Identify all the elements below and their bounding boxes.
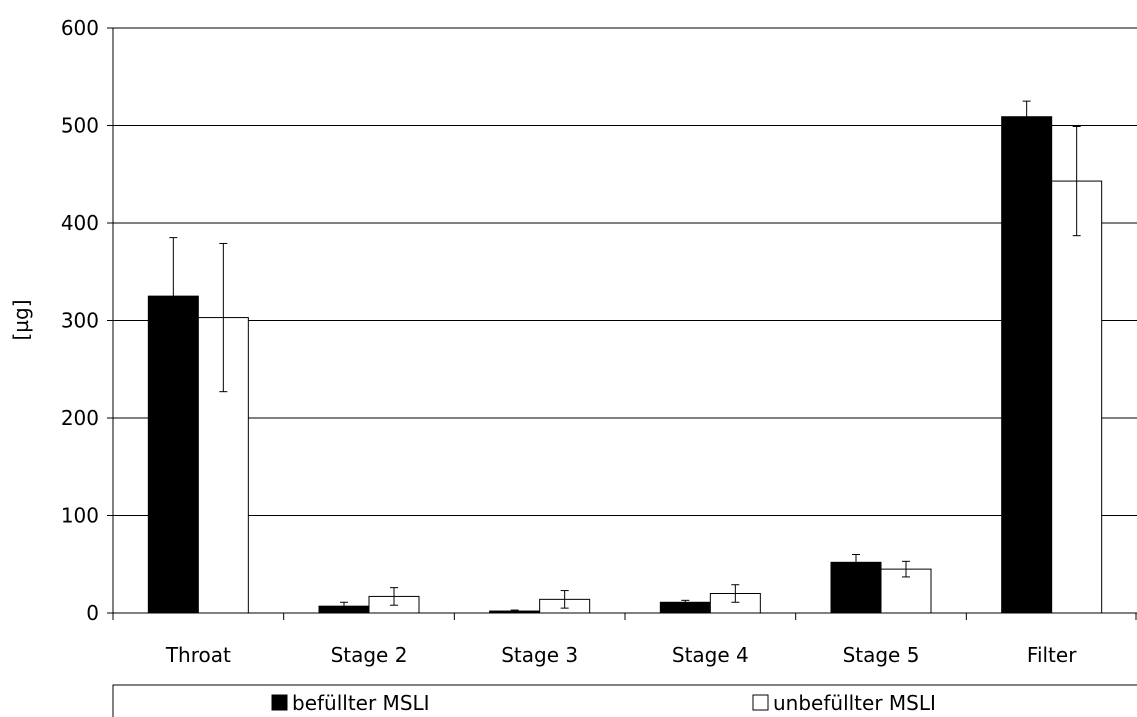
legend-swatch	[752, 694, 769, 711]
x-tick-label: Stage 5	[843, 643, 920, 667]
y-tick-label: 200	[61, 406, 99, 430]
bar-unbefuellt	[880, 568, 932, 614]
x-tick-label: Stage 3	[501, 643, 578, 667]
x-tick-label: Throat	[165, 643, 231, 667]
bar-unbefuellt	[1051, 180, 1103, 614]
legend-label: befüllter MSLI	[292, 691, 430, 715]
bar-befuellt	[1001, 116, 1053, 614]
bar-befuellt	[830, 561, 882, 614]
y-tick-label: 400	[61, 211, 99, 235]
x-tick-label: Stage 2	[331, 643, 408, 667]
error-bars	[169, 100, 1081, 613]
axes	[107, 27, 1137, 620]
legend: befüllter MSLI unbefüllter MSLI	[112, 684, 1137, 717]
y-axis-title: [µg]	[9, 299, 33, 340]
y-tick-label: 100	[61, 504, 99, 528]
y-tick-labels: 0 100 200 300 400 500 600	[61, 16, 99, 625]
x-tick-label: Filter	[1027, 643, 1077, 667]
bars	[147, 116, 1103, 614]
y-tick-label: 600	[61, 16, 99, 40]
gridlines	[113, 27, 1137, 516]
x-tick-labels: Throat Stage 2 Stage 3 Stage 4 Stage 5 Filter	[165, 643, 1077, 667]
legend-frame	[112, 684, 1137, 717]
y-tick-label: 300	[61, 309, 99, 333]
legend-label: unbefüllter MSLI	[773, 691, 936, 715]
y-tick-label: 0	[86, 601, 99, 625]
legend-swatch	[271, 694, 288, 711]
y-tick-label: 500	[61, 114, 99, 138]
x-tick-label: Stage 4	[672, 643, 749, 667]
